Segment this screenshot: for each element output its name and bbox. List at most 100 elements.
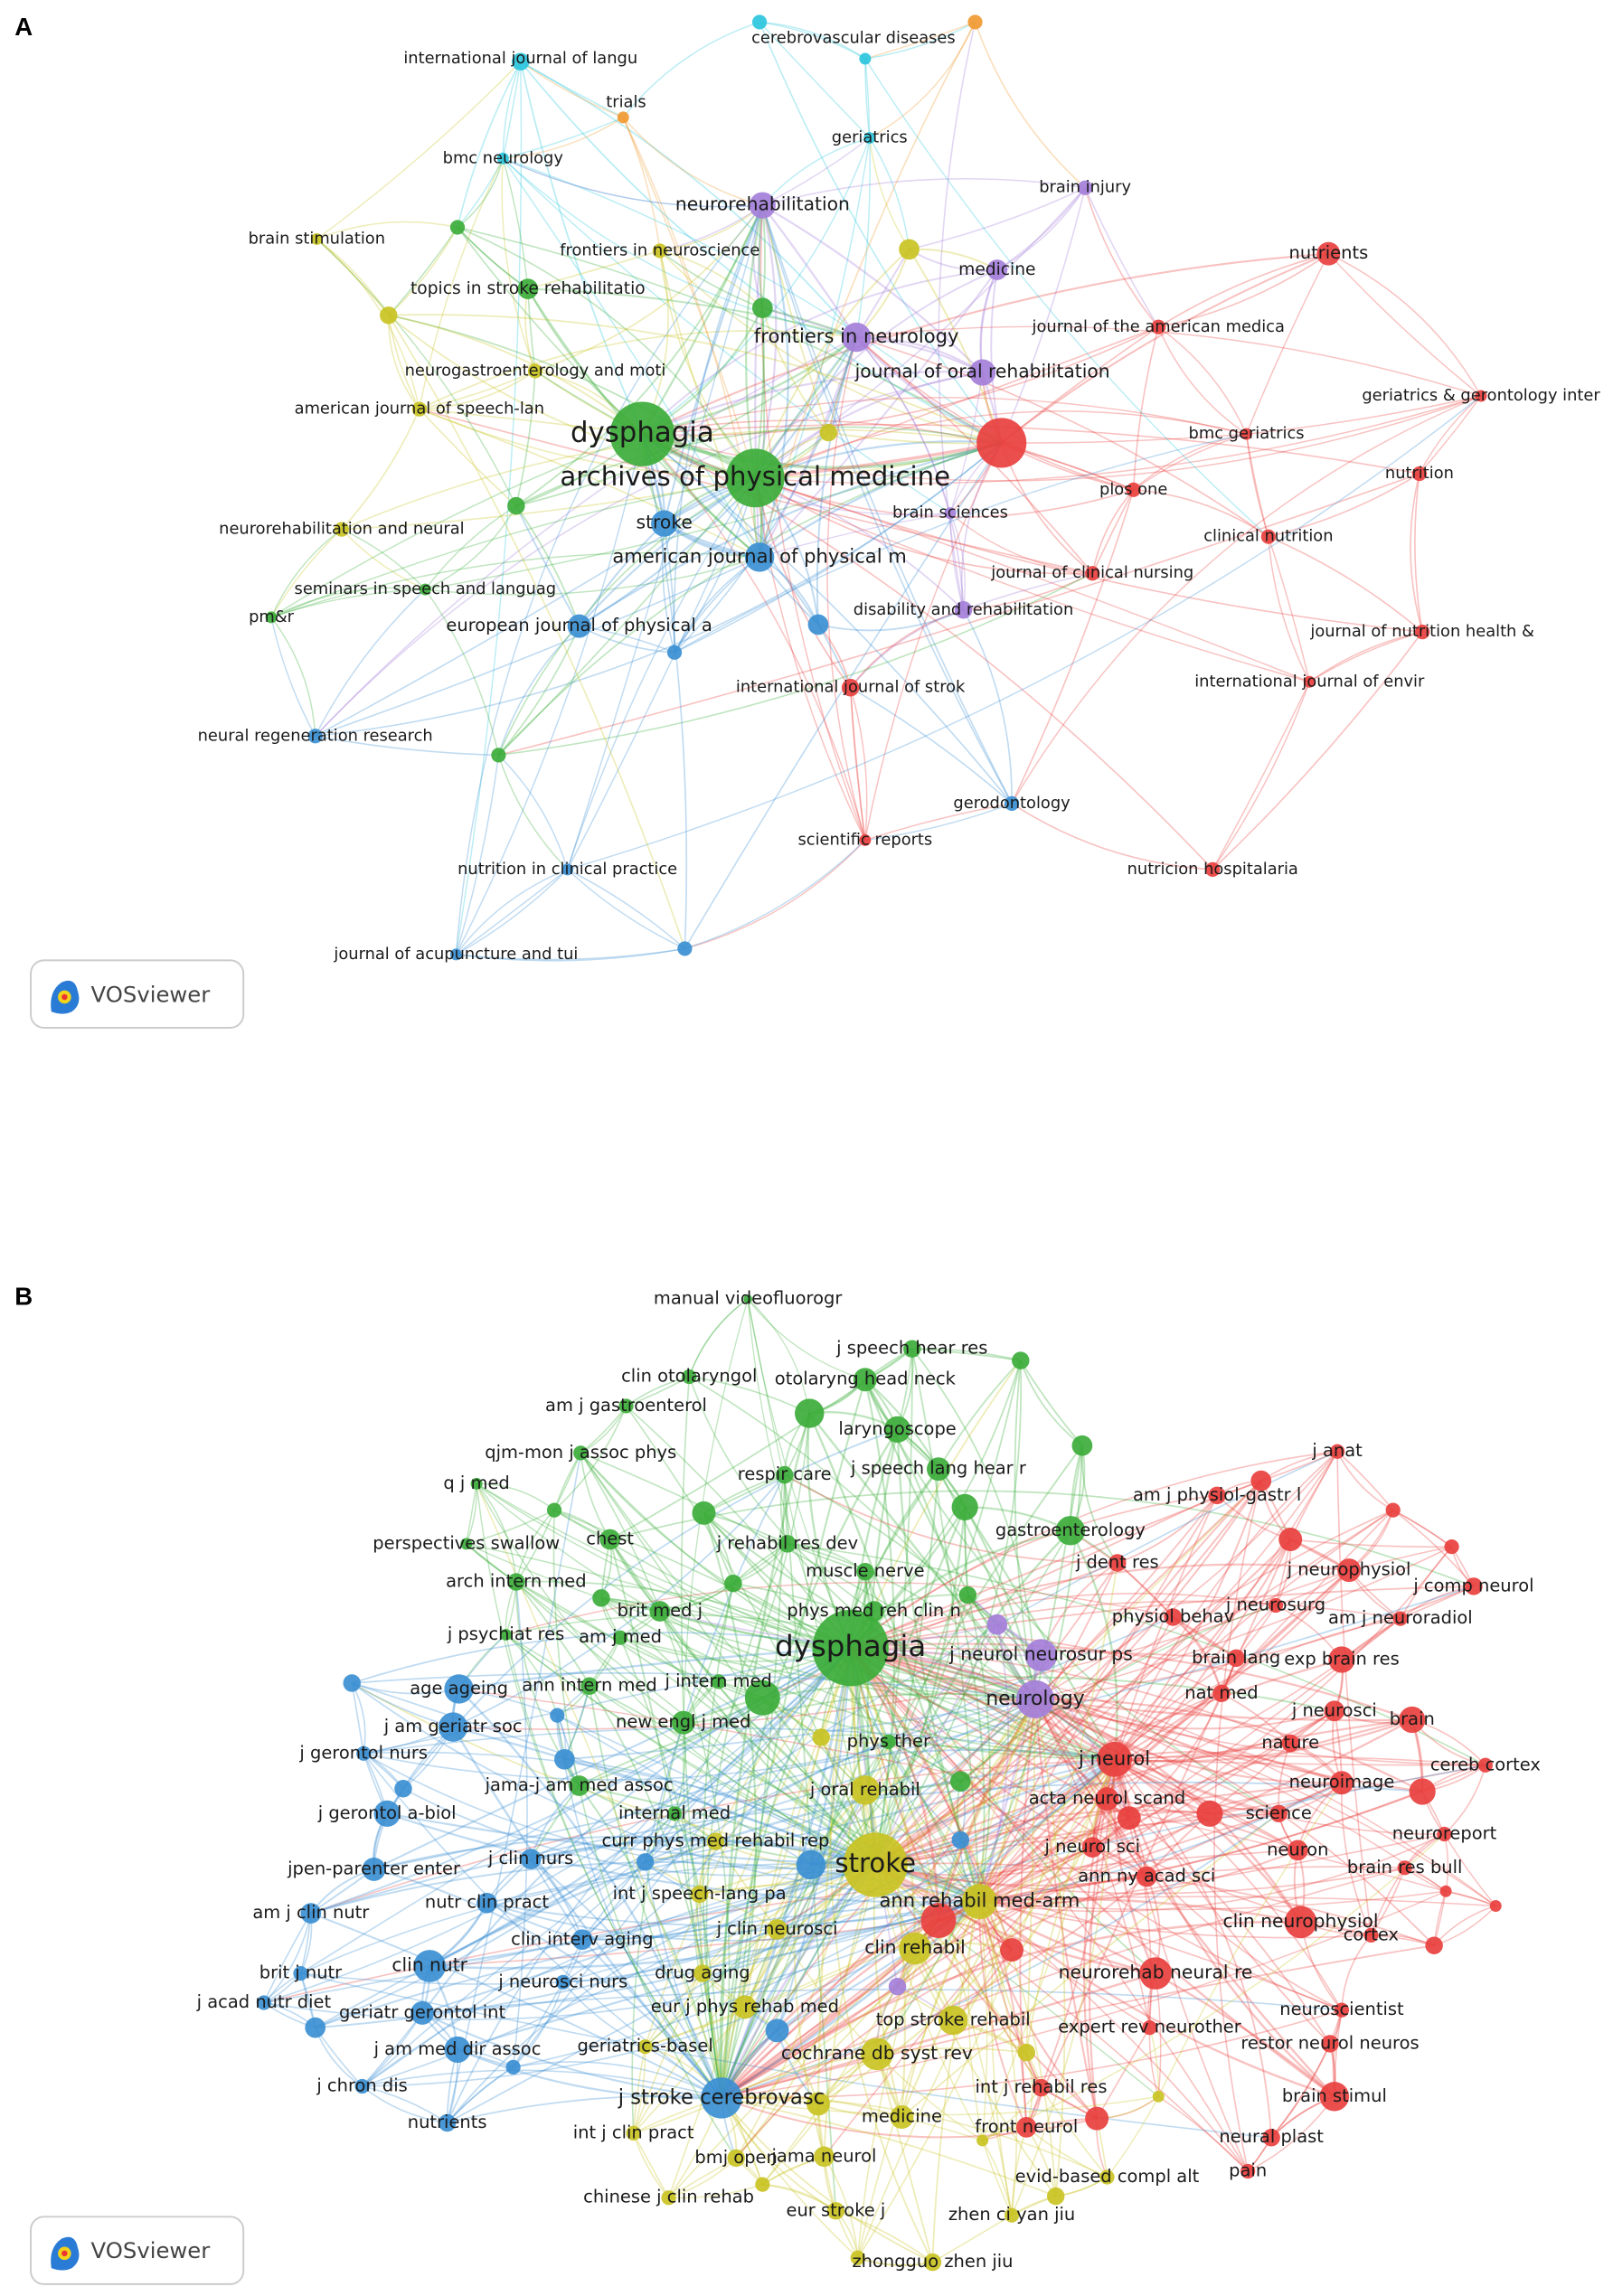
- edge: [759, 513, 951, 559]
- edge: [619, 1637, 722, 2098]
- edge: [720, 1468, 939, 2098]
- edge: [1034, 1698, 1412, 1722]
- node: [1032, 2078, 1051, 2097]
- node: [1117, 1806, 1141, 1830]
- edge: [530, 1748, 1115, 1860]
- node: [1284, 1905, 1317, 1939]
- edge: [702, 1698, 1036, 1974]
- node-label: j gerontol nurs: [298, 1742, 428, 1763]
- edge: [721, 2097, 933, 2263]
- badge-text: VOSviewer: [91, 2237, 211, 2263]
- edge: [641, 433, 819, 626]
- edge: [761, 204, 984, 373]
- node: [1337, 1558, 1362, 1583]
- edge: [856, 336, 984, 374]
- edge: [1128, 1658, 1238, 1819]
- edge: [1034, 1698, 1279, 1815]
- node-label: international journal of strok: [736, 678, 966, 697]
- edge: [874, 1658, 1343, 1867]
- edge: [315, 735, 499, 757]
- edge: [673, 204, 764, 653]
- node-label: front neurol: [975, 2116, 1078, 2137]
- node: [1278, 1528, 1303, 1551]
- edge: [761, 204, 830, 433]
- node-label: expert rev neurother: [1058, 2017, 1241, 2037]
- edge: [754, 205, 764, 558]
- node: [300, 1903, 322, 1924]
- node-label: j comp neurol: [1412, 1575, 1533, 1595]
- edge: [520, 61, 624, 118]
- edge: [747, 1298, 810, 1414]
- edge: [754, 371, 983, 479]
- edge: [1034, 1698, 1151, 2028]
- node: [1334, 2002, 1350, 2018]
- edge: [949, 513, 966, 610]
- edge: [422, 1758, 1116, 2014]
- edge: [761, 204, 858, 338]
- edge: [659, 250, 760, 558]
- node-label: trials: [606, 93, 646, 112]
- node-label: j am geriatr soc: [383, 1716, 523, 1736]
- node: [1439, 1885, 1452, 1897]
- node: [500, 1628, 513, 1641]
- edge: [270, 529, 343, 618]
- edge: [270, 551, 760, 618]
- edge: [754, 410, 1247, 479]
- edge: [793, 1647, 852, 2158]
- edge: [457, 1900, 980, 2051]
- edge: [579, 1784, 980, 1903]
- edge: [562, 1647, 852, 1983]
- edge: [1091, 489, 1135, 574]
- edge: [388, 314, 643, 435]
- edge: [688, 1298, 749, 1378]
- edge: [1157, 2095, 1249, 2172]
- node-label: jpen-parenter enter: [287, 1858, 460, 1878]
- edge: [556, 1714, 812, 1866]
- edge: [362, 1647, 852, 2087]
- edge: [419, 408, 1002, 479]
- node-label: nutrition in clinical practice: [457, 860, 677, 879]
- edge: [855, 336, 951, 513]
- node: [850, 2250, 865, 2265]
- edge: [963, 572, 1093, 611]
- edge: [754, 477, 1134, 518]
- node-label: evid-based compl alt: [1015, 2166, 1200, 2187]
- node: [1240, 428, 1253, 440]
- edge: [476, 1482, 1115, 1761]
- edge: [632, 2047, 646, 2133]
- edge: [1158, 253, 1329, 328]
- node-label: perspectives swallow: [373, 1532, 560, 1553]
- edge: [351, 1682, 876, 1866]
- node-label: neurorehab neural re: [1059, 1962, 1253, 1983]
- node: [806, 2092, 830, 2116]
- node: [1015, 2117, 1037, 2138]
- edge: [864, 803, 1013, 842]
- edge: [497, 442, 1002, 756]
- node-label: brain stimul: [1282, 2085, 1387, 2106]
- node-label: zhen ci yan jiu: [948, 2204, 1075, 2225]
- node-label: science: [1246, 1802, 1312, 1823]
- node: [580, 1677, 599, 1695]
- node: [1399, 1706, 1426, 1734]
- edge: [421, 2011, 722, 2099]
- node-label: jama-j am med assoc: [485, 1774, 674, 1795]
- node: [1004, 795, 1020, 811]
- node: [1208, 1486, 1226, 1505]
- node-label: neuroscientist: [1279, 1999, 1404, 2019]
- edge: [721, 1944, 1435, 2099]
- node: [725, 448, 785, 508]
- edge: [631, 1722, 684, 2133]
- edge: [754, 477, 852, 689]
- edge: [641, 433, 1213, 870]
- edge: [759, 204, 789, 558]
- edge: [981, 2140, 1013, 2216]
- edge: [553, 1509, 852, 1649]
- edge: [562, 1981, 646, 2047]
- node: [411, 401, 427, 417]
- edge: [1117, 1494, 1218, 1564]
- edge: [823, 1510, 1394, 2158]
- edge: [373, 1647, 852, 1870]
- edge: [556, 1714, 876, 1866]
- edge: [530, 1698, 1036, 1860]
- edge: [873, 1594, 968, 1613]
